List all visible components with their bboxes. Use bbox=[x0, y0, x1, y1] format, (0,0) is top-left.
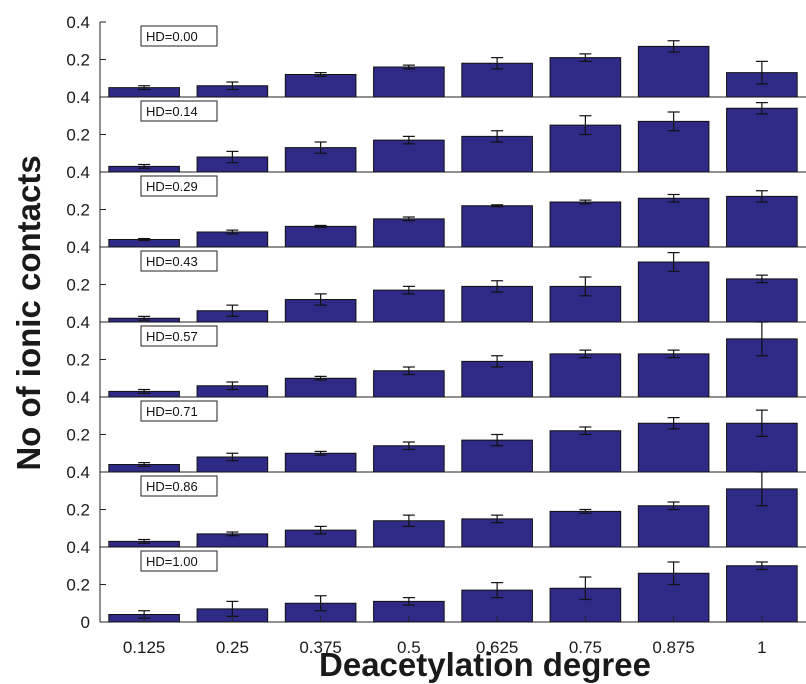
y-tick-label: 0.4 bbox=[66, 13, 90, 32]
x-tick-label: 1 bbox=[757, 638, 766, 657]
bar bbox=[373, 289, 445, 323]
y-tick-label: 0.4 bbox=[66, 163, 90, 182]
y-tick-label: 0 bbox=[81, 613, 90, 632]
panel-label-box bbox=[140, 175, 218, 197]
bar bbox=[373, 370, 445, 398]
y-tick-label: 0.4 bbox=[66, 388, 90, 407]
bar bbox=[637, 197, 710, 248]
panel-label-box bbox=[140, 400, 218, 422]
bar bbox=[637, 353, 710, 398]
bar bbox=[726, 195, 798, 248]
panel-label: HD=0.29 bbox=[146, 179, 198, 194]
bar bbox=[373, 66, 445, 98]
y-tick-label: 0.2 bbox=[66, 126, 90, 145]
y-tick-label: 0.2 bbox=[66, 501, 90, 520]
panel-label-box bbox=[140, 475, 218, 497]
x-tick-label: 0.125 bbox=[123, 638, 166, 657]
bar bbox=[637, 261, 710, 323]
bar bbox=[549, 510, 622, 548]
bar bbox=[549, 353, 622, 398]
bar bbox=[726, 565, 798, 623]
bar bbox=[549, 430, 622, 473]
panel-label-box bbox=[140, 25, 218, 47]
bar bbox=[726, 107, 798, 173]
x-tick-label: 0.25 bbox=[216, 638, 249, 657]
bar bbox=[284, 225, 357, 248]
panel-label-box bbox=[140, 550, 218, 572]
y-tick-label: 0.2 bbox=[66, 351, 90, 370]
bar bbox=[637, 422, 710, 473]
y-tick-label: 0.4 bbox=[66, 463, 90, 482]
bar bbox=[284, 377, 357, 398]
x-tick-label: 0.375 bbox=[299, 638, 342, 657]
panel-label: HD=0.43 bbox=[146, 254, 198, 269]
bar bbox=[284, 452, 357, 473]
bar bbox=[726, 278, 798, 323]
x-tick-label: 0.875 bbox=[652, 638, 695, 657]
panel-label: HD=0.14 bbox=[146, 104, 198, 119]
y-tick-label: 0.2 bbox=[66, 276, 90, 295]
x-tick-label: 0.75 bbox=[569, 638, 602, 657]
bar bbox=[549, 201, 622, 248]
y-tick-label: 0.4 bbox=[66, 238, 90, 257]
bar bbox=[637, 505, 710, 548]
plot-area: 0.4 0.2 HD=0.00 0.4 0.2 HD=0.14 0.4 0.2 HD=0.29 0… bbox=[66, 13, 806, 657]
x-tick-label: 0.5 bbox=[397, 638, 421, 657]
y-tick-label: 0.4 bbox=[66, 538, 90, 557]
panel-label-box bbox=[140, 325, 218, 347]
x-tick-label: 0.625 bbox=[476, 638, 519, 657]
panel-label-box bbox=[140, 100, 218, 122]
bar bbox=[373, 139, 445, 173]
panel-label: HD=0.00 bbox=[146, 29, 198, 44]
bar bbox=[373, 218, 445, 248]
y-tick-label: 0.2 bbox=[66, 201, 90, 220]
y-tick-label: 0.2 bbox=[66, 426, 90, 445]
panel-label: HD=0.57 bbox=[146, 329, 198, 344]
bar bbox=[373, 445, 445, 473]
y-tick-label: 0.2 bbox=[66, 576, 90, 595]
bar bbox=[549, 57, 622, 98]
y-axis-title: No of ionic contacts bbox=[10, 155, 47, 470]
panel-label-box bbox=[140, 250, 218, 272]
x-axis-title: Deacetylation degree bbox=[319, 646, 651, 683]
bar bbox=[461, 205, 533, 248]
bar bbox=[284, 74, 357, 98]
panel-label: HD=1.00 bbox=[146, 554, 198, 569]
panel-label: HD=0.71 bbox=[146, 404, 198, 419]
panel-label: HD=0.86 bbox=[146, 479, 198, 494]
bar bbox=[637, 45, 710, 98]
y-tick-label: 0.4 bbox=[66, 88, 90, 107]
y-tick-label: 0.4 bbox=[66, 313, 90, 332]
y-tick-label: 0.2 bbox=[66, 51, 90, 70]
